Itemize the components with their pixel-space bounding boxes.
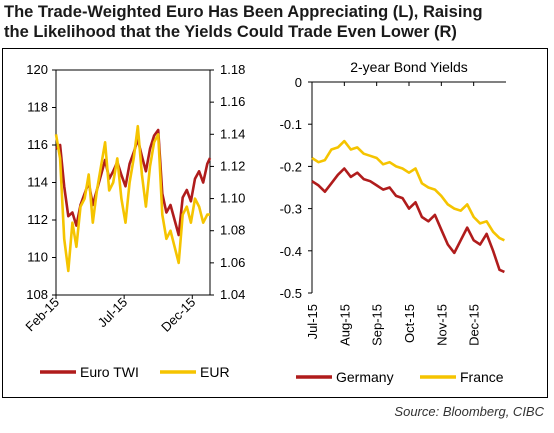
left-plot-area <box>55 69 211 296</box>
right-chart-x-tick-label: Dec-15 <box>467 304 482 346</box>
title-line-1: The Trade-Weighted Euro Has Been Appreci… <box>4 3 483 21</box>
left-series-line-eur <box>54 124 210 273</box>
right-y-tick-label: 1.06 <box>220 255 245 270</box>
left-y-tick-label: 112 <box>27 212 48 227</box>
left-y-tick-label: 114 <box>27 175 48 190</box>
right-series-line-germany <box>311 167 505 274</box>
right-chart-y-tick-label: -0.1 <box>280 117 302 132</box>
left-legend-label: Euro TWI <box>80 364 139 380</box>
left-y-tick-label: 108 <box>26 287 48 302</box>
right-y-tick-label: 1.10 <box>220 191 245 206</box>
chart-title: The Trade-Weighted Euro Has Been Appreci… <box>4 2 550 42</box>
left-y-tick-label: 110 <box>27 250 48 265</box>
left-y-tick-label: 120 <box>26 62 48 77</box>
right-chart-x-tick-label: Oct-15 <box>402 304 417 343</box>
right-chart-x-tick-label: Nov-15 <box>434 304 449 346</box>
left-legend-label: EUR <box>200 364 230 380</box>
source-note: Source: Bloomberg, CIBC <box>394 404 544 419</box>
left-y-tick-label: 118 <box>27 100 48 115</box>
left-x-tick-label: Jul-15 <box>95 295 131 331</box>
right-chart-y-tick-label: 0 <box>295 75 302 90</box>
right-chart-y-tick-label: -0.5 <box>280 286 302 301</box>
right-legend-label: Germany <box>336 369 394 385</box>
title-line-2: the Likelihood that the Yields Could Tra… <box>4 23 457 41</box>
chart-frame <box>2 48 548 398</box>
right-chart-x-tick-label: Sep-15 <box>370 304 385 346</box>
left-y-tick-label: 116 <box>27 137 48 152</box>
right-y-tick-label: 1.18 <box>220 62 245 77</box>
right-chart-title: 2-year Bond Yields <box>350 59 468 75</box>
right-legend-label: France <box>460 369 504 385</box>
right-y-tick-label: 1.12 <box>220 158 245 173</box>
left-x-tick-label: Dec-15 <box>158 295 198 335</box>
right-chart-x-tick-label: Jul-15 <box>305 304 320 339</box>
right-chart-y-tick-label: -0.2 <box>280 159 302 174</box>
right-chart-y-tick-label: -0.3 <box>280 202 302 217</box>
right-y-tick-label: 1.16 <box>220 94 245 109</box>
right-chart-x-tick-label: Aug-15 <box>337 304 352 346</box>
right-series-line-france <box>311 139 505 242</box>
right-y-tick-label: 1.14 <box>220 126 245 141</box>
right-y-tick-label: 1.04 <box>220 287 245 302</box>
right-y-tick-label: 1.08 <box>220 223 245 238</box>
right-chart-y-tick-label: -0.4 <box>280 244 302 259</box>
